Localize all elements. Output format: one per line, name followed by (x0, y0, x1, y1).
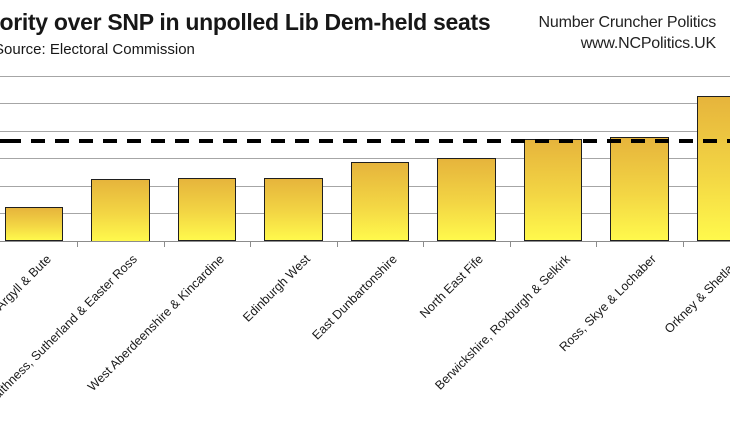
branding-url: www.NCPolitics.UK (580, 35, 716, 52)
bar (523, 139, 583, 242)
x-axis-tick (250, 241, 252, 247)
x-axis-line (0, 241, 730, 242)
bar (350, 162, 410, 242)
y-gridline (0, 75, 730, 77)
y-gridline (0, 103, 730, 105)
x-axis-tick (509, 241, 511, 247)
branding-block: Number Cruncher Politics www.NCPolitics.… (538, 12, 717, 54)
x-axis-tick (163, 241, 165, 247)
bar (437, 158, 496, 242)
chart-title: Majority over SNP in unpolled Lib Dem-he… (0, 9, 491, 35)
y-gridline (0, 158, 730, 160)
x-axis-tick (682, 241, 684, 247)
bar (91, 179, 150, 242)
bar (4, 207, 64, 242)
bar (264, 178, 323, 242)
bar (696, 95, 730, 242)
x-axis-tick (423, 241, 425, 247)
x-axis-tick (77, 241, 79, 247)
x-axis-tick (336, 241, 338, 247)
bar (610, 137, 669, 242)
dashed-reference-line (0, 138, 730, 143)
bar (177, 178, 237, 242)
y-gridline (0, 130, 730, 132)
chart-source-note: Source: Electoral Commission (0, 41, 195, 58)
branding-name: Number Cruncher Politics (538, 14, 717, 31)
x-axis-tick (596, 241, 598, 247)
